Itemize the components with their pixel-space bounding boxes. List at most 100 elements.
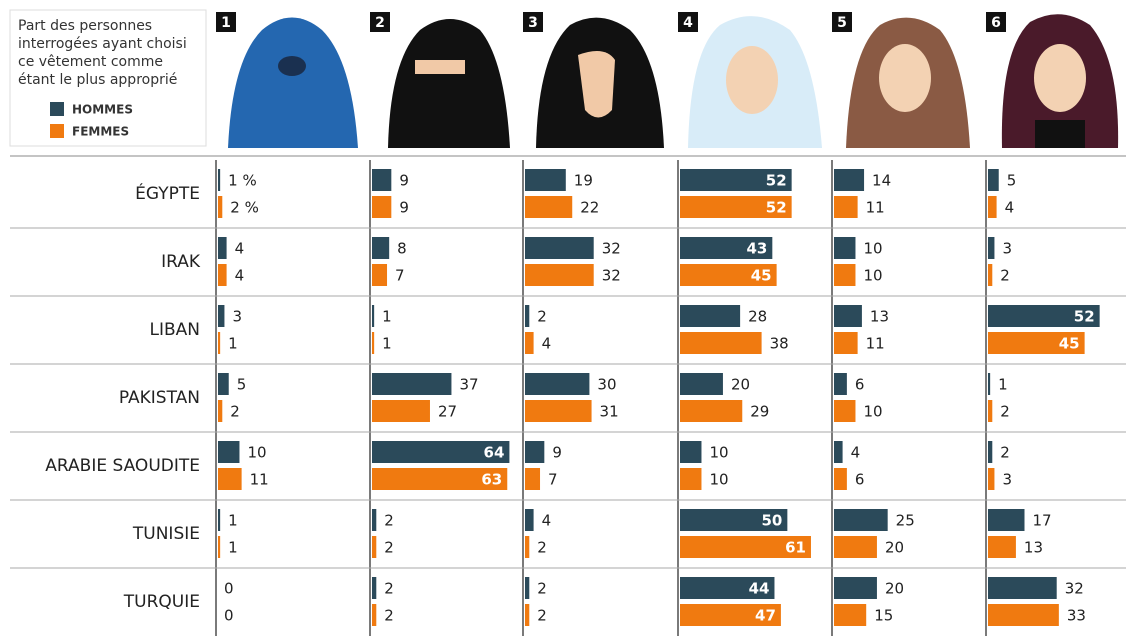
value-label: 32	[1065, 580, 1084, 598]
bar	[988, 196, 997, 218]
panel-number: 5	[837, 15, 847, 31]
bar	[218, 237, 227, 259]
bar	[525, 264, 594, 286]
bar	[525, 196, 572, 218]
value-label: 50	[761, 512, 782, 530]
value-label: 44	[749, 580, 770, 598]
value-label: 7	[395, 267, 405, 285]
bar	[988, 509, 1025, 531]
value-label: 52	[766, 172, 787, 190]
value-label: 20	[885, 539, 904, 557]
value-label: 32	[602, 240, 621, 258]
value-label: 10	[247, 444, 266, 462]
legend-title: interrogées ayant choisi	[18, 36, 187, 52]
bar	[525, 536, 529, 558]
value-label: 1	[382, 335, 392, 353]
value-label: 2	[384, 539, 394, 557]
bar	[525, 305, 529, 327]
panel-number: 6	[991, 15, 1001, 31]
bar	[834, 509, 888, 531]
legend-swatch	[50, 124, 64, 138]
bar	[372, 332, 374, 354]
value-label: 20	[885, 580, 904, 598]
legend-title: ce vêtement comme	[18, 54, 163, 70]
bar	[988, 264, 992, 286]
bar	[988, 169, 999, 191]
value-label: 19	[574, 172, 593, 190]
value-label: 11	[866, 199, 885, 217]
value-label: 14	[872, 172, 891, 190]
value-label: 38	[770, 335, 789, 353]
bar	[372, 237, 389, 259]
bar	[218, 468, 242, 490]
bar	[680, 373, 723, 395]
bar	[525, 577, 529, 599]
value-label: 8	[397, 240, 407, 258]
legend-title: étant le plus approprié	[18, 72, 177, 88]
bar	[988, 237, 994, 259]
value-label: 2	[384, 580, 394, 598]
bar	[218, 332, 220, 354]
bar	[525, 604, 529, 626]
value-label: 33	[1067, 607, 1086, 625]
value-label: 1	[228, 539, 238, 557]
category-label: ARABIE SAOUDITE	[45, 456, 200, 476]
bar	[680, 400, 742, 422]
value-label: 9	[552, 444, 562, 462]
bar	[525, 237, 594, 259]
value-label: 47	[755, 607, 776, 625]
value-label: 0	[224, 580, 234, 598]
value-label: 2	[1000, 267, 1010, 285]
value-label: 45	[1059, 335, 1080, 353]
bar	[525, 509, 534, 531]
value-label: 4	[542, 512, 552, 530]
value-label: 22	[580, 199, 599, 217]
value-label: 2	[230, 403, 240, 421]
value-label: 10	[709, 471, 728, 489]
illustrations	[228, 14, 1118, 148]
value-label: 1	[998, 376, 1008, 394]
bar	[372, 264, 387, 286]
value-label: 3	[1002, 471, 1012, 489]
bar	[218, 509, 220, 531]
legend-label: FEMMES	[72, 125, 129, 139]
bar	[834, 264, 855, 286]
bar	[525, 468, 540, 490]
value-label: 10	[863, 240, 882, 258]
bar	[834, 332, 858, 354]
bar	[218, 400, 222, 422]
value-label: 27	[438, 403, 457, 421]
value-label: 45	[751, 267, 772, 285]
category-label: LIBAN	[150, 320, 201, 340]
value-label: 5	[1007, 172, 1017, 190]
bar	[834, 237, 855, 259]
value-label: 6	[855, 471, 865, 489]
legend-swatch	[50, 102, 64, 116]
value-label: 3	[232, 308, 242, 326]
value-label: 10	[863, 267, 882, 285]
value-label: 52	[1074, 308, 1095, 326]
bar	[834, 441, 843, 463]
value-label: 13	[870, 308, 889, 326]
panel-number: 2	[375, 15, 385, 31]
value-label: 4	[542, 335, 552, 353]
value-label: 25	[896, 512, 915, 530]
bar	[834, 577, 877, 599]
bar	[525, 373, 589, 395]
bar	[834, 196, 858, 218]
value-label: 9	[399, 199, 409, 217]
bar	[218, 169, 220, 191]
category-label: PAKISTAN	[119, 388, 200, 408]
bar	[834, 169, 864, 191]
value-label: 9	[399, 172, 409, 190]
panel-number: 1	[221, 15, 231, 31]
bar	[372, 400, 430, 422]
value-label: 6	[855, 376, 865, 394]
chart: Part des personnesinterrogées ayant choi…	[0, 0, 1126, 636]
bar	[525, 332, 534, 354]
value-label: 1	[228, 335, 238, 353]
bar	[218, 196, 222, 218]
bar	[680, 468, 701, 490]
value-label: 4	[851, 444, 861, 462]
panel-number: 3	[528, 15, 538, 31]
